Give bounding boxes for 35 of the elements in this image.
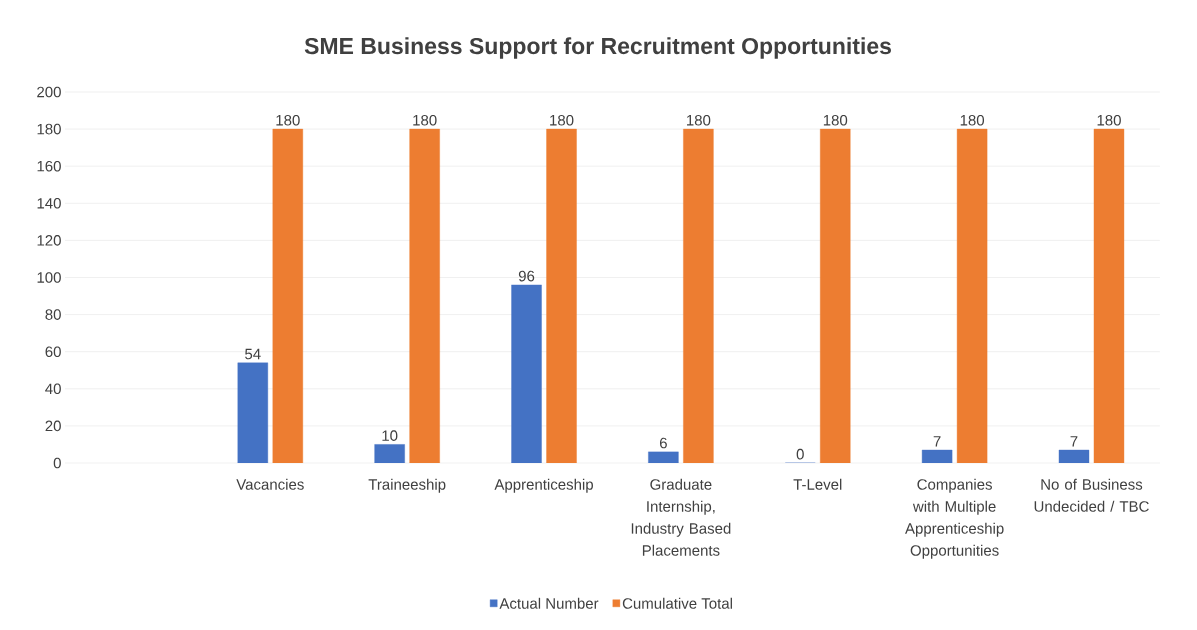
legend-label: Actual Number (499, 597, 599, 609)
data-label: 180 (413, 114, 437, 126)
data-label: 180 (687, 114, 711, 126)
data-label: 7 (1070, 436, 1078, 447)
y-tick-label: 40 (45, 383, 61, 395)
data-label: 10 (382, 430, 398, 441)
chart-title: SME Business Support for Recruitment Opportunities (304, 37, 891, 59)
x-tick-label: T-Level (793, 478, 842, 490)
y-tick-label: 180 (37, 123, 61, 135)
y-tick-label: 0 (53, 457, 61, 469)
x-tick-label: Apprenticeship (494, 478, 593, 493)
x-tick-label: Companies with Multiple Apprenticeship Opportunities (905, 478, 1004, 559)
x-tick-label: Vacancies (236, 478, 304, 490)
data-label: 180 (823, 114, 848, 126)
y-tick-label: 20 (45, 420, 61, 432)
y-tick-label: 60 (45, 346, 61, 357)
y-tick-label: 200 (37, 86, 61, 98)
x-tick-label: Traineeship (368, 478, 446, 493)
data-label: 180 (276, 114, 300, 126)
data-label: 54 (245, 348, 261, 360)
x-tick-label: Graduate Internship, Industry Based Placements (631, 478, 731, 556)
legend-label: Cumulative Total (622, 597, 732, 609)
y-tick-label: 160 (37, 160, 61, 172)
y-tick-label: 140 (37, 197, 61, 209)
data-label: 6 (659, 437, 667, 449)
data-label: 96 (518, 270, 535, 282)
y-tick-label: 120 (37, 235, 61, 246)
data-label: 180 (550, 114, 574, 126)
x-tick-label: No of Business Undecided / TBC (1034, 478, 1149, 512)
y-tick-label: 100 (37, 272, 61, 283)
data-label: 0 (796, 448, 804, 460)
y-tick-label: 80 (45, 309, 61, 320)
data-label: 180 (1097, 114, 1121, 126)
data-label: 7 (933, 436, 941, 447)
data-label: 180 (960, 114, 985, 126)
